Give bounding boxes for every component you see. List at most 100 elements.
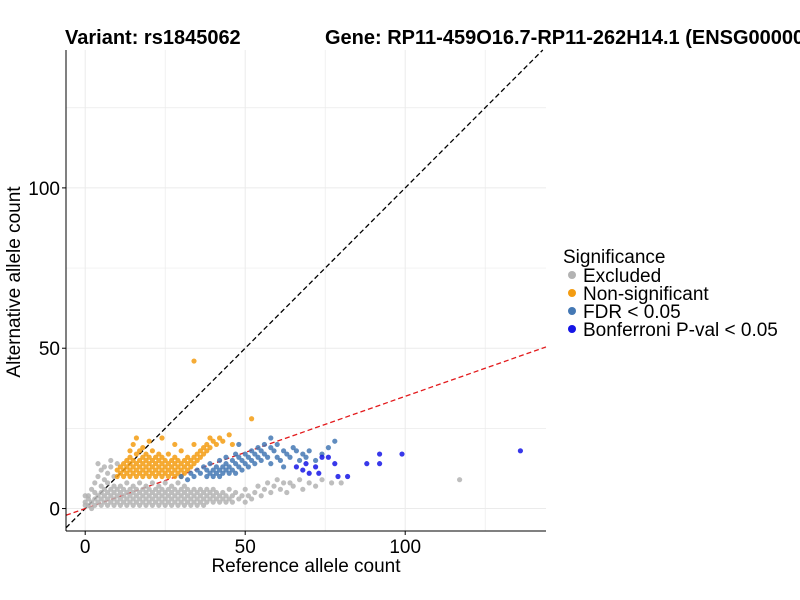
point-excluded <box>197 493 203 499</box>
point-non-significant <box>172 441 178 448</box>
point-excluded <box>175 480 181 486</box>
point-non-significant <box>197 454 203 460</box>
point-non-significant <box>185 461 191 467</box>
point-excluded <box>181 502 187 508</box>
point-non-significant <box>185 467 191 473</box>
point-non-significant <box>194 451 200 457</box>
point-excluded <box>201 496 207 502</box>
point-bonferroni-p-val-0-05 <box>300 467 306 473</box>
point-non-significant <box>127 473 133 480</box>
point-excluded <box>133 493 139 499</box>
point-excluded <box>210 493 216 499</box>
point-excluded <box>108 499 114 505</box>
legend-key <box>568 325 576 333</box>
point-excluded <box>274 477 280 483</box>
point-excluded <box>169 489 175 496</box>
point-non-significant <box>172 473 178 480</box>
point-excluded <box>156 489 162 496</box>
point-non-significant <box>175 470 181 476</box>
point-bonferroni-p-val-0-05 <box>303 461 309 467</box>
point-excluded <box>223 493 229 499</box>
point-excluded <box>143 502 149 508</box>
point-non-significant <box>133 435 139 441</box>
point-fdr-0-05 <box>265 454 271 460</box>
point-excluded <box>207 489 213 496</box>
point-excluded <box>290 483 296 489</box>
point-excluded <box>130 496 136 502</box>
point-excluded <box>249 496 255 502</box>
point-excluded <box>213 489 219 496</box>
point-excluded <box>95 493 101 499</box>
point-excluded <box>92 480 98 486</box>
point-fdr-0-05 <box>236 454 242 460</box>
point-excluded <box>149 489 155 496</box>
legend-label: FDR < 0.05 <box>583 302 681 323</box>
point-fdr-0-05 <box>194 467 200 473</box>
point-non-significant <box>191 441 197 448</box>
point-excluded <box>185 499 191 505</box>
point-non-significant <box>213 441 219 448</box>
point-non-significant <box>191 461 197 467</box>
point-fdr-0-05 <box>213 470 219 476</box>
point-fdr-0-05 <box>297 457 303 464</box>
point-excluded <box>114 493 120 499</box>
point-excluded <box>188 496 194 502</box>
x-tick-label: 50 <box>235 537 256 558</box>
point-excluded <box>204 493 210 499</box>
point-non-significant <box>130 464 136 470</box>
point-excluded <box>277 486 283 492</box>
point-fdr-0-05 <box>207 470 213 476</box>
point-excluded <box>457 477 463 483</box>
point-non-significant <box>133 467 139 473</box>
legend-title: Significance <box>563 247 665 268</box>
point-fdr-0-05 <box>281 464 287 470</box>
point-fdr-0-05 <box>213 464 219 470</box>
point-excluded <box>95 473 101 480</box>
point-fdr-0-05 <box>268 461 274 467</box>
point-bonferroni-p-val-0-05 <box>313 464 319 470</box>
point-excluded <box>319 477 325 483</box>
point-excluded <box>181 496 187 502</box>
point-bonferroni-p-val-0-05 <box>306 470 312 476</box>
point-excluded <box>185 493 191 499</box>
point-excluded <box>201 489 207 496</box>
point-excluded <box>137 480 143 486</box>
point-excluded <box>255 483 261 489</box>
point-bonferroni-p-val-0-05 <box>399 451 405 457</box>
point-non-significant <box>153 467 159 473</box>
point-excluded <box>306 480 312 486</box>
point-excluded <box>121 493 127 499</box>
point-non-significant <box>194 457 200 464</box>
point-non-significant <box>117 470 123 476</box>
point-non-significant <box>204 441 210 448</box>
point-non-significant <box>140 445 146 451</box>
point-excluded <box>239 493 245 499</box>
point-fdr-0-05 <box>271 448 277 454</box>
point-non-significant <box>188 464 194 470</box>
point-non-significant <box>207 435 213 441</box>
point-excluded <box>149 496 155 502</box>
point-excluded <box>149 502 155 508</box>
point-fdr-0-05 <box>274 454 280 460</box>
point-non-significant <box>210 438 216 444</box>
point-non-significant <box>127 448 133 454</box>
point-fdr-0-05 <box>220 464 226 470</box>
point-bonferroni-p-val-0-05 <box>319 454 325 460</box>
point-excluded <box>191 486 197 492</box>
point-excluded <box>92 489 98 496</box>
point-excluded <box>98 467 104 473</box>
legend-key <box>568 307 576 315</box>
point-non-significant <box>130 457 136 464</box>
point-fdr-0-05 <box>287 454 293 460</box>
point-non-significant <box>127 461 133 467</box>
point-excluded <box>181 483 187 489</box>
point-excluded <box>169 483 175 489</box>
point-fdr-0-05 <box>178 473 184 480</box>
point-non-significant <box>181 457 187 464</box>
point-non-significant <box>191 454 197 460</box>
point-fdr-0-05 <box>239 457 245 464</box>
legend-label: Non-significant <box>583 284 709 305</box>
point-non-significant <box>159 454 165 460</box>
point-excluded <box>153 499 159 505</box>
point-excluded <box>236 496 242 502</box>
